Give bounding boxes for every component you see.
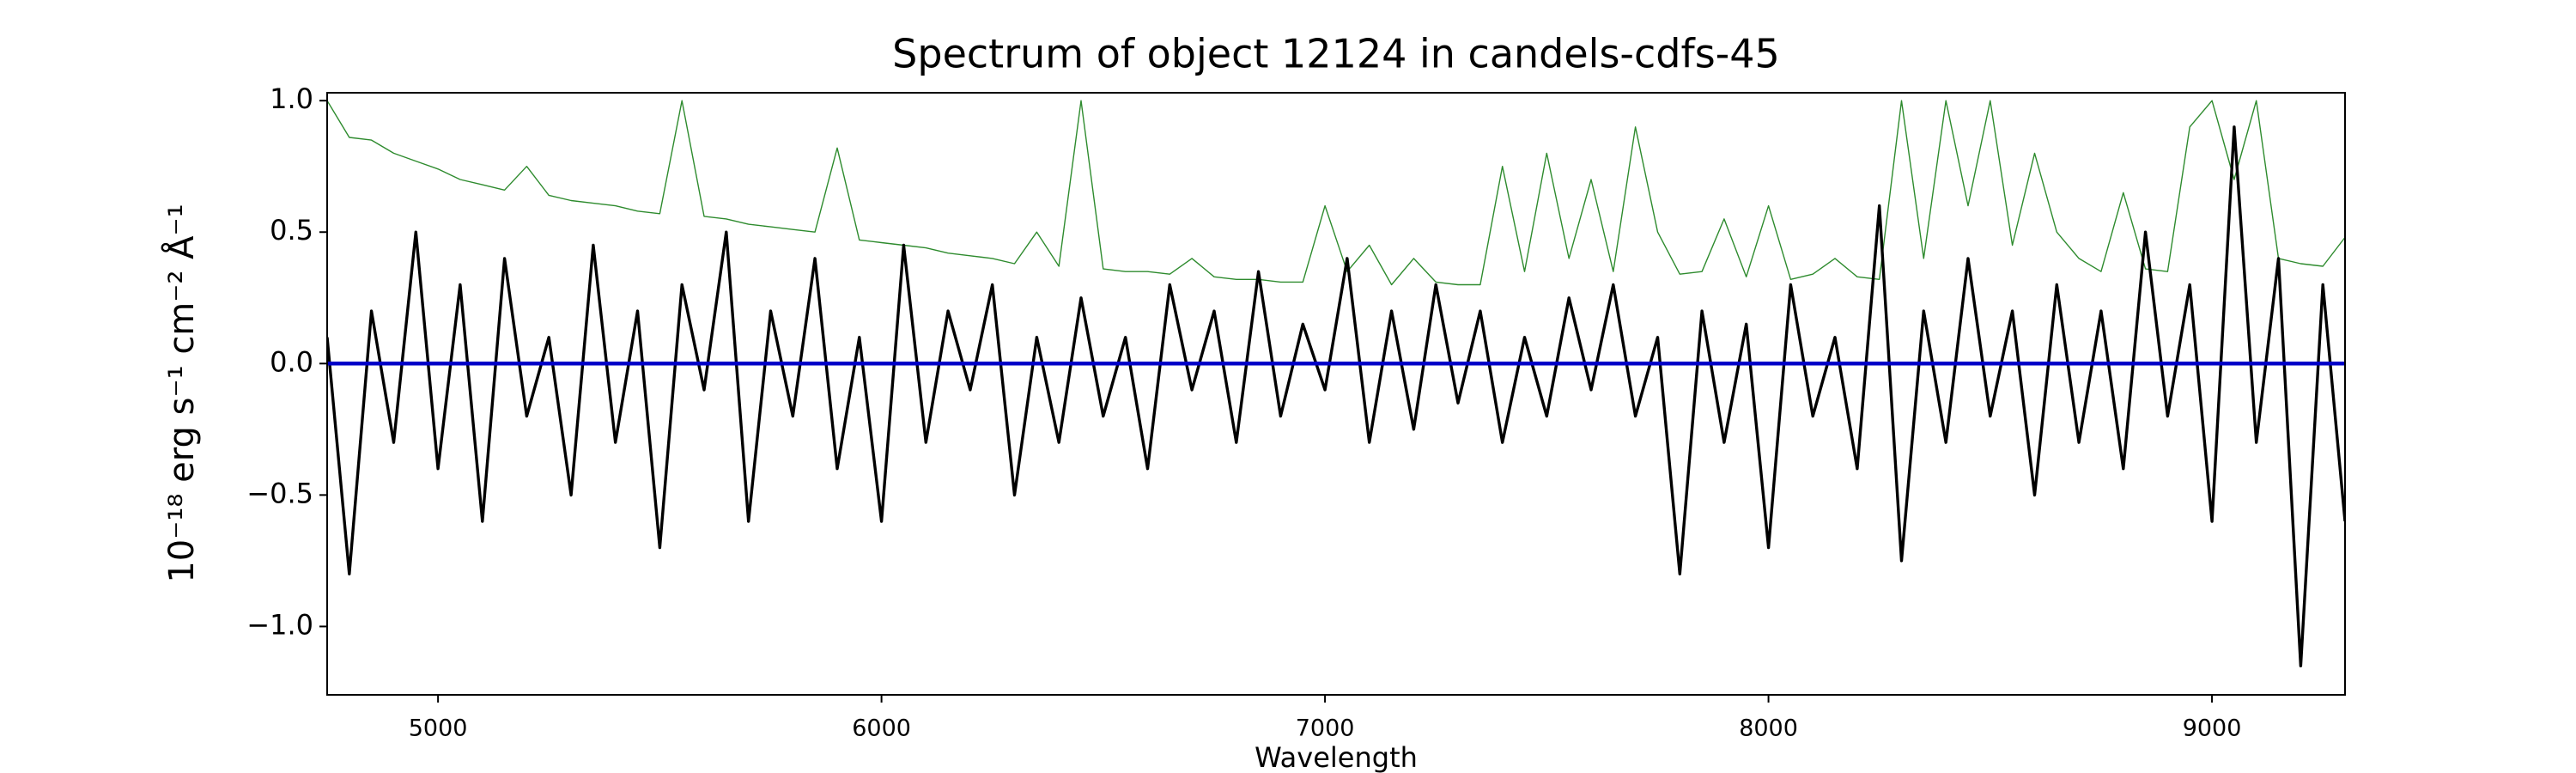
x-axis-label: Wavelength xyxy=(1255,741,1418,773)
y-tick-label: −0.5 xyxy=(246,477,313,509)
y-tick-label: 0.5 xyxy=(270,214,313,247)
x-tick-label: 6000 xyxy=(852,715,911,742)
x-tick-label: 7000 xyxy=(1296,715,1355,742)
y-tick-label: 1.0 xyxy=(270,82,313,115)
y-axis-label: 10⁻¹⁸ erg s⁻¹ cm⁻² Å⁻¹ xyxy=(161,204,202,582)
x-tick-label: 5000 xyxy=(409,715,468,742)
chart-title: Spectrum of object 12124 in candels-cdfs… xyxy=(892,31,1780,77)
plot-lines xyxy=(327,100,2345,667)
spectrum-line xyxy=(327,100,2345,286)
x-tick-label: 9000 xyxy=(2183,715,2242,742)
y-tick-label: −1.0 xyxy=(246,608,313,641)
y-tick-label: 0.0 xyxy=(270,345,313,378)
spectrum-line xyxy=(327,125,2345,667)
x-tick-label: 8000 xyxy=(1739,715,1798,742)
plot-frame xyxy=(326,92,2346,696)
